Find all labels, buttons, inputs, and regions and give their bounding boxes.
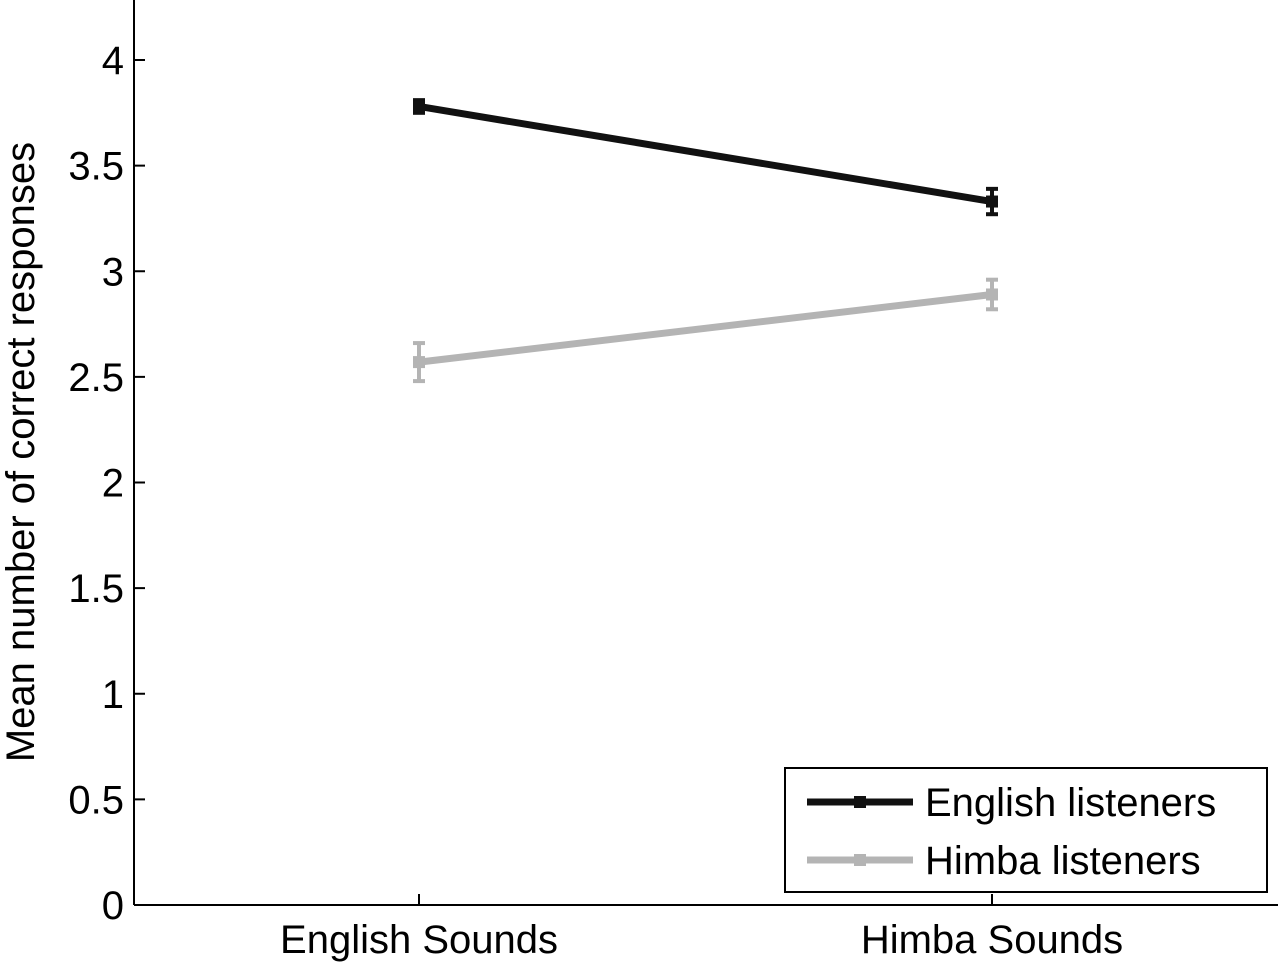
y-tick-label: 2.5 bbox=[68, 356, 124, 400]
y-tick-label: 3 bbox=[102, 250, 124, 294]
legend-label: English listeners bbox=[925, 781, 1216, 825]
y-tick-label: 0.5 bbox=[68, 778, 124, 822]
legend-marker bbox=[854, 796, 866, 808]
data-point bbox=[986, 288, 998, 301]
data-point bbox=[986, 195, 998, 208]
x-tick-label: Himba Sounds bbox=[861, 918, 1123, 962]
legend-label: Himba listeners bbox=[925, 839, 1201, 883]
y-tick-label: 1.5 bbox=[68, 567, 124, 611]
data-point bbox=[413, 100, 425, 113]
y-tick-label: 2 bbox=[102, 462, 124, 506]
y-axis-title: Mean number of correct responses bbox=[0, 142, 43, 762]
y-tick-label: 1 bbox=[102, 673, 124, 717]
data-point bbox=[413, 356, 425, 369]
y-tick-label: 0 bbox=[102, 884, 124, 928]
y-tick-label: 4 bbox=[102, 39, 124, 83]
legend: English listeners Himba listeners bbox=[784, 767, 1268, 893]
legend-item: Himba listeners bbox=[807, 839, 1201, 883]
legend-item: English listeners bbox=[807, 781, 1216, 825]
x-tick-label: English Sounds bbox=[280, 918, 558, 962]
series-2 bbox=[413, 277, 998, 384]
legend-marker bbox=[854, 854, 866, 866]
series-1 bbox=[413, 98, 998, 217]
series-line bbox=[418, 291, 993, 366]
series-lines bbox=[413, 98, 998, 384]
series-line bbox=[418, 103, 993, 205]
y-tick-label: 3.5 bbox=[68, 145, 124, 189]
legend-box bbox=[784, 767, 1268, 893]
